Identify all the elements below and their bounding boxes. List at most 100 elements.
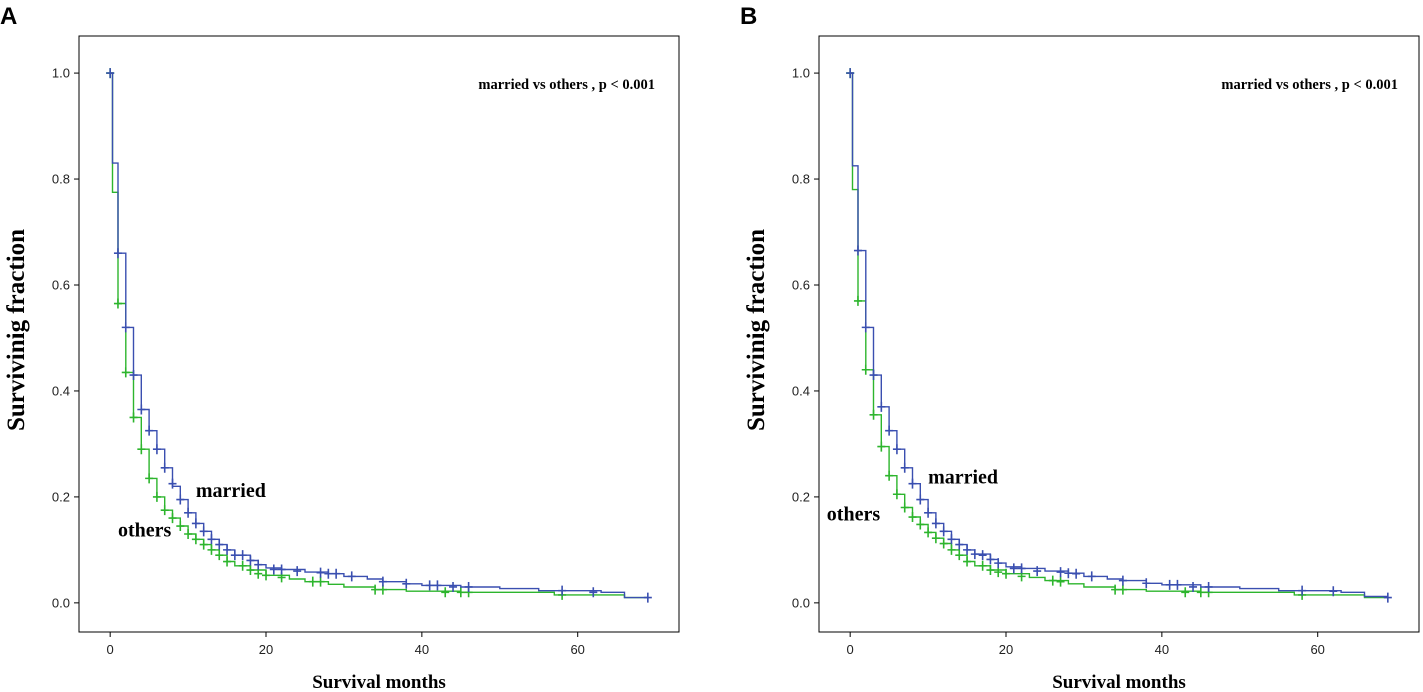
plot-frame-b	[818, 35, 1420, 633]
others-censor-mark	[371, 584, 380, 595]
married-censor-mark	[433, 580, 442, 591]
married-censor-mark	[113, 248, 122, 259]
x-tick-label: 60	[570, 642, 584, 657]
others-censor-mark	[184, 528, 193, 539]
others-censor-mark	[892, 489, 901, 500]
married-censor-mark	[1118, 575, 1127, 586]
others-censor-mark	[861, 364, 870, 375]
others-censor-mark	[908, 512, 917, 523]
married-censor-mark	[207, 534, 216, 545]
married-series-label: married	[196, 480, 266, 502]
panel-label-b: B	[740, 3, 757, 30]
married-censor-mark	[986, 554, 995, 565]
married-censor-mark	[1142, 578, 1151, 589]
others-censor-mark	[1002, 568, 1011, 579]
axis-ticks-b: 0.0 0.2 0.4 0.6 0.8 1.0 0 20 40 60	[792, 66, 1325, 657]
married-censor-mark	[316, 567, 325, 578]
y-tick-label: 0.2	[792, 489, 810, 504]
others-censor-mark	[1118, 584, 1127, 595]
series-labels-b: others married	[827, 467, 998, 526]
married-survival-curve	[850, 72, 1389, 598]
married-censor-mark	[449, 581, 458, 592]
others-censor-mark	[308, 576, 317, 587]
married-censor-mark	[464, 581, 473, 592]
others-censor-mark	[176, 521, 185, 532]
married-censor-mark	[425, 580, 434, 591]
married-censor-mark	[643, 592, 652, 603]
others-censor-mark	[121, 367, 130, 378]
married-censor-mark	[106, 68, 115, 79]
others-censor-mark	[955, 550, 964, 561]
others-censor-mark	[145, 473, 154, 484]
married-censor-mark	[869, 370, 878, 381]
y-axis-label-b: Survivinig fraction	[743, 229, 770, 431]
married-censor-mark	[254, 559, 263, 570]
married-censor-mark	[558, 585, 567, 596]
married-censor-mark	[1298, 585, 1307, 596]
others-censor-mark	[1048, 575, 1057, 586]
others-censor-mark	[916, 519, 925, 530]
married-censor-mark	[916, 494, 925, 505]
others-censor-mark	[137, 444, 146, 455]
married-censor-mark	[129, 370, 138, 381]
others-censor-mark	[924, 527, 933, 538]
married-censor-mark	[1165, 579, 1174, 590]
others-censor-mark	[160, 505, 169, 516]
married-censor-mark	[293, 566, 302, 577]
others-censor-mark	[215, 550, 224, 561]
others-censor-mark	[262, 570, 271, 581]
panel-a: A Survivinig fraction Survival months ma…	[0, 3, 680, 692]
x-tick-label: 40	[1155, 642, 1169, 657]
others-censor-mark	[152, 491, 161, 502]
logrank-annotation-a: married vs others , p < 0.001	[478, 77, 655, 93]
married-censor-mark	[877, 401, 886, 412]
married-censor-mark	[931, 518, 940, 529]
panel-label-a: A	[0, 3, 17, 30]
others-censor-mark	[254, 568, 263, 579]
others-censor-mark	[947, 544, 956, 555]
married-censor-mark	[191, 518, 200, 529]
others-censor-mark	[207, 544, 216, 555]
married-censor-mark	[589, 587, 598, 598]
married-censor-mark	[1329, 586, 1338, 597]
others-censor-mark	[316, 576, 325, 587]
others-censor-mark	[877, 441, 886, 452]
y-tick-label: 0.6	[52, 277, 70, 292]
married-censor-mark	[1072, 568, 1081, 579]
married-censor-mark	[861, 322, 870, 333]
others-censor-mark	[129, 412, 138, 423]
others-censor-mark	[1111, 584, 1120, 595]
married-censor-mark	[121, 322, 130, 333]
y-tick-label: 0.4	[792, 383, 810, 398]
married-censor-mark	[1173, 579, 1182, 590]
axis-ticks-a: 0.0 0.2 0.4 0.6 0.8 1.0 0 20 40 60	[52, 66, 585, 657]
others-censor-mark	[939, 538, 948, 549]
others-censor-mark	[994, 567, 1003, 578]
married-survival-curve	[110, 72, 648, 599]
married-censor-mark	[1033, 566, 1042, 577]
married-series-label: married	[928, 467, 998, 489]
curves-b	[846, 68, 1392, 603]
married-censor-mark	[1009, 563, 1018, 574]
married-censor-mark	[1204, 581, 1213, 592]
married-censor-mark	[230, 550, 239, 561]
married-censor-mark	[145, 425, 154, 436]
married-censor-mark	[853, 245, 862, 256]
married-censor-mark	[215, 539, 224, 550]
others-censor-mark	[978, 560, 987, 571]
others-censor-mark	[869, 409, 878, 420]
married-censor-mark	[939, 526, 948, 537]
x-tick-label: 20	[999, 642, 1013, 657]
others-censor-mark	[1181, 587, 1190, 598]
x-tick-label: 20	[259, 642, 273, 657]
married-censor-mark	[900, 462, 909, 473]
y-tick-label: 0.0	[792, 595, 810, 610]
married-censor-mark	[1383, 592, 1392, 603]
others-censor-mark	[963, 556, 972, 567]
others-censor-mark	[223, 556, 232, 567]
married-censor-mark	[1056, 567, 1065, 578]
married-censor-mark	[924, 507, 933, 518]
married-censor-mark	[223, 544, 232, 555]
others-survival-curve	[850, 72, 1388, 599]
others-censor-mark	[441, 587, 450, 598]
